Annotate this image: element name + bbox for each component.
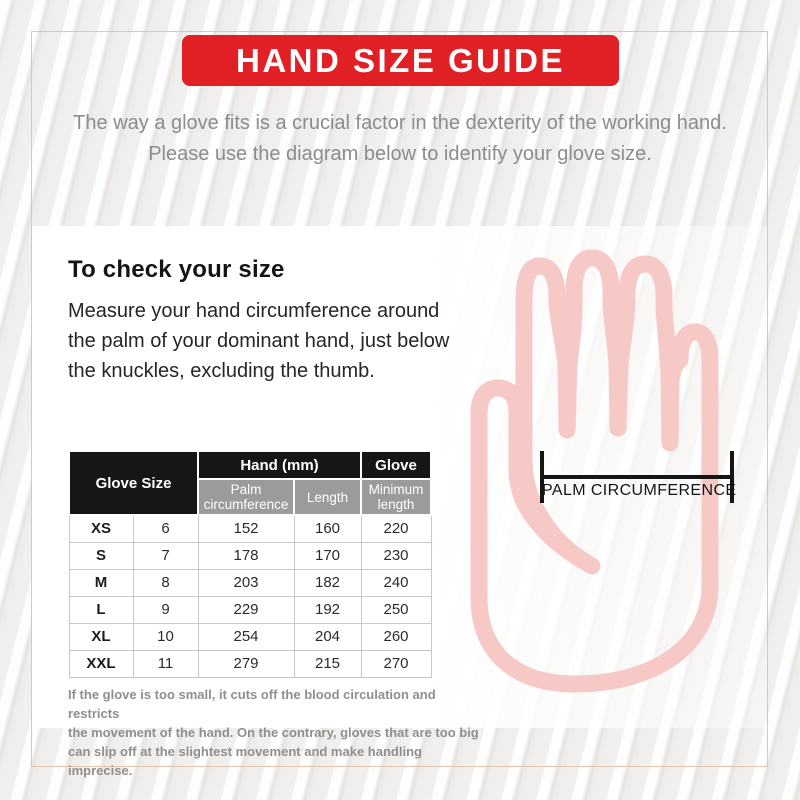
dimension-line-right-cap bbox=[730, 451, 734, 503]
size-label: XS bbox=[68, 514, 134, 543]
size-number: 8 bbox=[132, 568, 199, 597]
min-length-value: 230 bbox=[360, 541, 432, 570]
size-label: S bbox=[68, 541, 134, 570]
col-header-palm-circumference: Palm circumference bbox=[197, 478, 295, 516]
size-number: 10 bbox=[132, 622, 199, 651]
footnote-line-2: the movement of the hand. On the contrar… bbox=[68, 725, 479, 740]
length-value: 204 bbox=[293, 622, 362, 651]
col-header-glove: Glove bbox=[360, 450, 432, 480]
table-row-xl: XL 10 254 204 260 bbox=[68, 622, 432, 651]
palm-value: 152 bbox=[197, 514, 295, 543]
section-body-line-2: the palm of your dominant hand, just bel… bbox=[68, 330, 450, 352]
intro-text: The way a glove fits is a crucial factor… bbox=[0, 108, 800, 170]
dimension-line-left-cap bbox=[540, 451, 544, 503]
table-header-row-groups: Glove Size Hand (mm) Glove bbox=[68, 450, 432, 516]
footnote-line-1: If the glove is too small, it cuts off t… bbox=[68, 687, 436, 721]
size-label: XL bbox=[68, 622, 134, 651]
palm-value: 229 bbox=[197, 595, 295, 624]
table-row-xs: XS 6 152 160 220 bbox=[68, 514, 432, 543]
palm-value: 279 bbox=[197, 649, 295, 678]
size-label: XXL bbox=[68, 649, 134, 678]
palm-value: 203 bbox=[197, 568, 295, 597]
table-row-s: S 7 178 170 230 bbox=[68, 541, 432, 570]
size-label: M bbox=[68, 568, 134, 597]
col-header-hand-mm: Hand (mm) bbox=[197, 450, 362, 480]
min-length-value: 220 bbox=[360, 514, 432, 543]
length-value: 215 bbox=[293, 649, 362, 678]
hand-outline-icon bbox=[470, 249, 719, 693]
size-number: 9 bbox=[132, 595, 199, 624]
table-row-m: M 8 203 182 240 bbox=[68, 568, 432, 597]
min-length-value: 270 bbox=[360, 649, 432, 678]
palm-value: 178 bbox=[197, 541, 295, 570]
min-length-value: 250 bbox=[360, 595, 432, 624]
palm-value: 254 bbox=[197, 622, 295, 651]
length-value: 182 bbox=[293, 568, 362, 597]
footnote: If the glove is too small, it cuts off t… bbox=[68, 685, 488, 780]
footnote-line-3: can slip off at the slightest movement a… bbox=[68, 744, 422, 778]
title-banner: HAND SIZE GUIDE bbox=[182, 35, 619, 86]
section-body: Measure your hand circumference around t… bbox=[68, 296, 488, 386]
section-body-line-1: Measure your hand circumference around bbox=[68, 300, 440, 322]
size-label: L bbox=[68, 595, 134, 624]
col-header-length: Length bbox=[293, 478, 362, 516]
length-value: 160 bbox=[293, 514, 362, 543]
length-value: 170 bbox=[293, 541, 362, 570]
min-length-value: 240 bbox=[360, 568, 432, 597]
size-number: 11 bbox=[132, 649, 199, 678]
intro-line-2: Please use the diagram below to identify… bbox=[148, 143, 652, 165]
section-body-line-3: the knuckles, excluding the thumb. bbox=[68, 360, 375, 382]
size-number: 7 bbox=[132, 541, 199, 570]
intro-line-1: The way a glove fits is a crucial factor… bbox=[73, 112, 727, 134]
size-number: 6 bbox=[132, 514, 199, 543]
col-header-glove-size: Glove Size bbox=[68, 450, 199, 516]
palm-circumference-label: PALM CIRCUMFERENCE bbox=[542, 482, 737, 499]
table-row-l: L 9 229 192 250 bbox=[68, 595, 432, 624]
glove-size-table: Glove Size Hand (mm) Glove Palm circumfe… bbox=[68, 450, 432, 678]
section-heading: To check your size bbox=[68, 256, 285, 283]
length-value: 192 bbox=[293, 595, 362, 624]
dimension-line-bar bbox=[540, 475, 734, 479]
table-row-xxl: XXL 11 279 215 270 bbox=[68, 649, 432, 678]
page-title: HAND SIZE GUIDE bbox=[235, 41, 566, 79]
col-header-minimum-length: Minimum length bbox=[360, 478, 432, 516]
table-header-row-sub: Palm circumference Length Minimum length bbox=[69, 478, 432, 516]
min-length-value: 260 bbox=[360, 622, 432, 651]
